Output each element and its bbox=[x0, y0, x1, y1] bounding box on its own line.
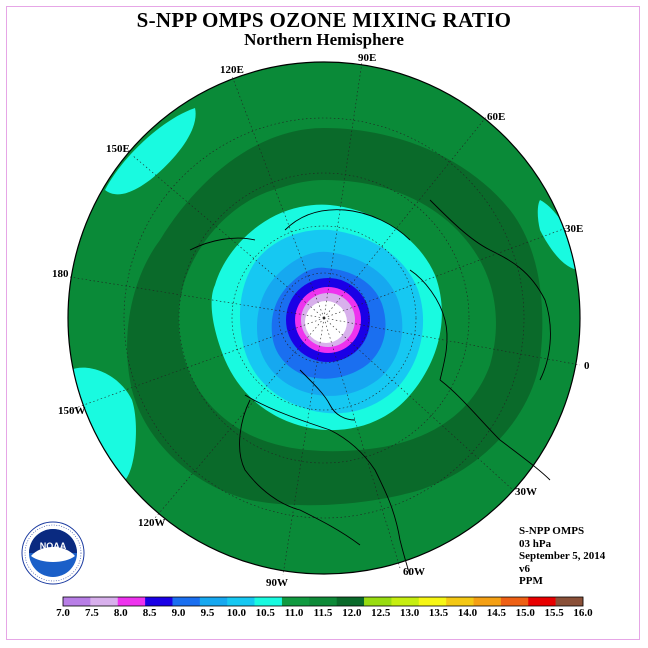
info-version: v6 bbox=[519, 562, 530, 575]
polar-no-data bbox=[305, 301, 347, 343]
colorbar-tick-label: 16.0 bbox=[573, 607, 593, 619]
colorbar-tick-label: 14.5 bbox=[486, 607, 506, 619]
colorbar-swatch bbox=[391, 597, 420, 606]
colorbar-swatch bbox=[555, 597, 584, 606]
colorbar-tick-label: 11.5 bbox=[313, 607, 333, 619]
colorbar-tick-label: 15.0 bbox=[515, 607, 535, 619]
colorbar-tick-label: 9.0 bbox=[171, 607, 186, 619]
noaa-logo-text: NOAA bbox=[40, 541, 67, 551]
colorbar bbox=[62, 596, 584, 607]
info-block: S-NPP OMPS 03 hPa September 5, 2014 v6 P… bbox=[519, 525, 605, 588]
info-units: PPM bbox=[519, 575, 543, 588]
colorbar-tick-label: 7.5 bbox=[85, 607, 99, 619]
colorbar-tick-label: 11.0 bbox=[284, 607, 304, 619]
colorbar-swatch bbox=[281, 597, 310, 606]
colorbar-swatch bbox=[364, 597, 392, 606]
info-date: September 5, 2014 bbox=[519, 550, 606, 563]
colorbar-tick-label: 12.5 bbox=[371, 607, 391, 619]
lon-label-180: 180 bbox=[52, 268, 69, 280]
colorbar-swatch bbox=[528, 597, 556, 606]
colorbar-swatch bbox=[117, 597, 146, 606]
lon-label-60w: 60W bbox=[403, 566, 425, 578]
cyan-patch-30e bbox=[537, 200, 580, 270]
colorbar-swatch bbox=[63, 597, 91, 606]
lon-label-150w: 150W bbox=[58, 405, 86, 417]
lon-label-0: 0 bbox=[584, 360, 590, 372]
map-subtitle: Northern Hemisphere bbox=[244, 30, 404, 49]
colorbar-tick-label: 10.0 bbox=[226, 607, 246, 619]
cyan-patch-150w bbox=[70, 367, 136, 480]
lon-label-60e: 60E bbox=[487, 111, 506, 123]
colorbar-tick-label: 10.5 bbox=[255, 607, 275, 619]
colorbar-swatch bbox=[309, 597, 337, 606]
coastlines bbox=[189, 199, 551, 576]
colorbar-tick-label: 12.0 bbox=[342, 607, 362, 619]
lon-label-90w: 90W bbox=[266, 577, 288, 589]
colorbar-swatch bbox=[473, 597, 502, 606]
colorbar-tick-label: 14.0 bbox=[457, 607, 478, 619]
colorbar-tick-label: 8.5 bbox=[142, 607, 157, 619]
colorbar-tick-label: 15.5 bbox=[544, 607, 564, 619]
map-border bbox=[67, 61, 581, 575]
map-title: S-NPP OMPS OZONE MIXING RATIO bbox=[136, 8, 512, 32]
cyan-patch-150e bbox=[105, 108, 196, 195]
colorbar-swatch bbox=[145, 597, 173, 606]
colorbar-swatch bbox=[227, 597, 255, 606]
lon-label-120w: 120W bbox=[138, 517, 166, 529]
colorbar-border bbox=[62, 596, 584, 607]
info-level: 03 hPa bbox=[519, 537, 552, 550]
lon-label-150e: 150E bbox=[106, 143, 130, 155]
lon-label-30w: 30W bbox=[515, 486, 537, 498]
colorbar-tick-label: 8.0 bbox=[113, 607, 128, 619]
colorbar-swatch bbox=[418, 597, 447, 606]
colorbar-swatch bbox=[199, 597, 228, 606]
colorbar-swatch bbox=[336, 597, 365, 606]
noaa-logo: NOAA bbox=[21, 521, 85, 585]
colorbar-tick-label: 7.0 bbox=[56, 607, 70, 619]
colorbar-swatch bbox=[172, 597, 201, 606]
info-instrument: S-NPP OMPS bbox=[519, 525, 585, 537]
lon-label-90e: 90E bbox=[358, 52, 377, 64]
colorbar-tick-label: 9.5 bbox=[200, 607, 215, 619]
colorbar-swatch bbox=[500, 597, 529, 606]
lon-label-120e: 120E bbox=[220, 64, 244, 76]
colorbar-swatch bbox=[446, 597, 474, 606]
colorbar-tick-label: 13.0 bbox=[400, 607, 420, 619]
lon-label-30e: 30E bbox=[565, 223, 584, 235]
colorbar-swatch bbox=[254, 597, 283, 606]
graticule bbox=[69, 61, 581, 576]
colorbar-tick-label: 13.5 bbox=[428, 607, 449, 619]
figure-frame bbox=[6, 6, 640, 640]
colorbar-swatch bbox=[90, 597, 119, 606]
